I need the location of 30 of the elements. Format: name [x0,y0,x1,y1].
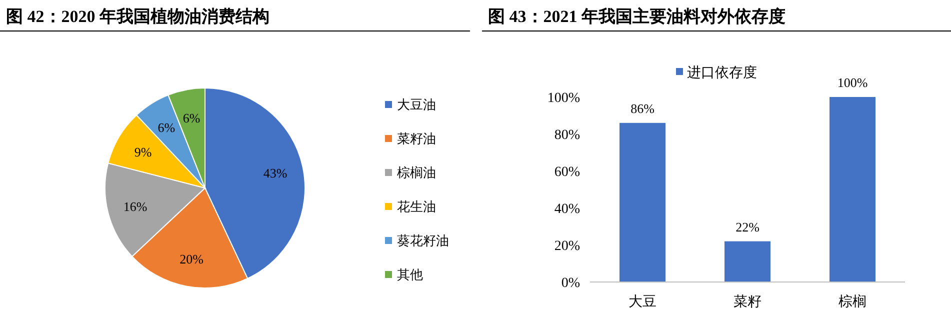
data-label: 16% [123,198,148,214]
y-tick-label: 0% [561,276,580,291]
x-tick-label: 大豆 [628,294,656,310]
legend-label: 其他 [397,267,423,282]
y-tick-label: 60% [554,165,580,180]
data-label: 9% [134,144,152,160]
y-tick-label: 20% [554,239,580,254]
data-label: 20% [180,252,204,267]
data-label: 86% [630,100,655,116]
x-tick-label: 棕榈 [838,294,866,310]
data-label: 43% [263,165,288,180]
chart-title: 图 43：2021 年我国主要油料对外依存度 [488,7,786,26]
x-tick-label: 菜籽 [734,294,762,310]
legend-label: 花生油 [397,199,436,214]
y-tick-label: 40% [554,202,580,217]
legend-label: 棕榈油 [397,165,436,180]
bar [620,122,666,282]
legend-label: 葵花籽油 [397,233,449,248]
legend-label: 大豆油 [397,97,436,112]
legend-label: 进口依存度 [687,65,757,81]
y-tick-label: 100% [547,91,580,106]
bar [830,97,876,282]
chart-title: 图 42：2020 年我国植物油消费结构 [6,7,270,26]
data-label: 6% [182,110,200,126]
bar [724,241,770,282]
data-label: 6% [158,120,176,136]
y-tick-label: 80% [554,128,580,143]
data-label: 22% [736,219,760,234]
legend-label: 菜籽油 [397,131,436,146]
data-label: 100% [837,75,868,90]
